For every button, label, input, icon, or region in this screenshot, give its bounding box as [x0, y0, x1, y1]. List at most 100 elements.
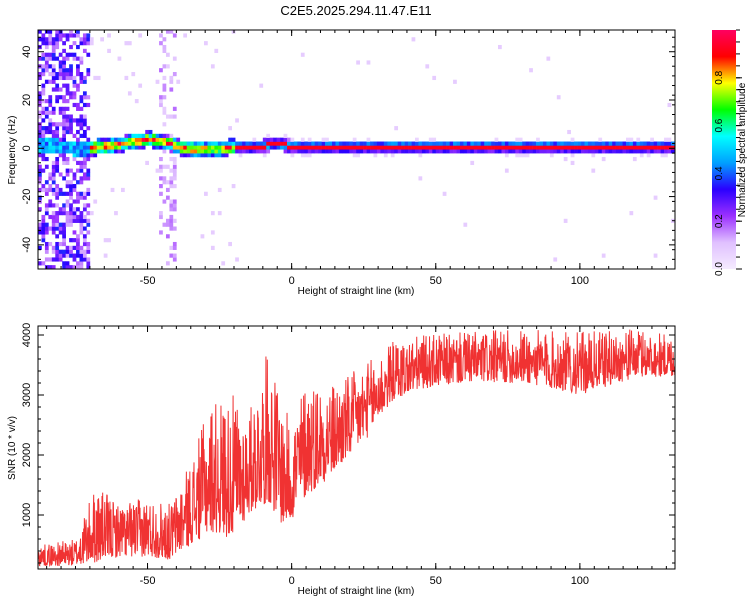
- spectrogram-cell: [501, 149, 506, 154]
- spectrogram-cell: [41, 87, 46, 92]
- spectrogram-cell: [44, 129, 49, 135]
- spectrogram-cell: [646, 149, 651, 154]
- spectrogram-cell: [204, 149, 208, 154]
- spectrogram-cell: [318, 149, 322, 154]
- spectrogram-cell: [304, 153, 309, 158]
- spectrogram-cell: [44, 110, 49, 115]
- spectrogram-cell: [62, 72, 66, 77]
- spectrogram-cell: [570, 149, 575, 154]
- spectrogram-cell: [459, 149, 464, 154]
- spectrogram-cell: [165, 222, 170, 227]
- spectrogram-cell: [214, 149, 219, 154]
- spectrogram-cell: [38, 149, 42, 154]
- spectrogram-cell: [145, 133, 149, 138]
- x-tick-label: 50: [430, 575, 442, 587]
- spectrogram-cell: [221, 145, 226, 150]
- spectrogram-cell: [41, 37, 46, 42]
- spectrogram-cell: [38, 126, 42, 131]
- spectrogram-x-ticks: -50 0 50 100: [46, 30, 667, 287]
- spectrogram-cell: [664, 149, 668, 154]
- spectrogram-cell: [62, 241, 66, 247]
- spectrogram-cell: [82, 48, 87, 53]
- spectrogram-cell: [41, 141, 46, 146]
- spectrogram-cell: [242, 141, 246, 146]
- spectrogram-cell: [162, 75, 167, 81]
- spectrogram-cell: [159, 211, 163, 216]
- spectrogram-cell: [601, 156, 606, 162]
- spectrogram-cell: [72, 149, 77, 154]
- spectrogram-cell: [79, 168, 84, 173]
- spectrogram-cell: [44, 106, 49, 111]
- spectrogram-cell: [204, 153, 208, 158]
- spectrogram-cell: [38, 133, 42, 138]
- spectrogram-cell: [311, 145, 316, 150]
- spectrogram-cell: [383, 145, 388, 150]
- spectrogram-cell: [72, 141, 77, 146]
- spectrogram-cell: [72, 187, 77, 193]
- spectrogram-cell: [55, 241, 60, 247]
- spectrogram-cell: [145, 160, 149, 166]
- spectrogram-cell: [62, 226, 66, 231]
- spectrogram-cell: [518, 149, 523, 154]
- spectrogram-cell: [653, 195, 658, 200]
- spectrogram-cell: [131, 145, 136, 150]
- spectrogram-cell: [394, 145, 399, 150]
- spectrogram-cell: [65, 203, 70, 208]
- spectrogram-cell: [58, 75, 63, 81]
- spectrogram-cell: [546, 141, 551, 146]
- spectrogram-cell: [179, 141, 184, 146]
- spectrogram-cell: [100, 149, 105, 154]
- spectrogram-panel: -50 0 50 100 -40 -20 0 20 40 Height of straight…: [7, 29, 676, 297]
- spectrogram-cell: [131, 133, 136, 138]
- spectrogram-cell: [525, 145, 530, 150]
- spectrogram-cell: [86, 95, 91, 100]
- spectrogram-cell: [657, 149, 661, 154]
- spectrogram-cell: [629, 137, 634, 142]
- spectrogram-cell: [51, 222, 56, 227]
- spectrogram-cell: [653, 253, 658, 258]
- spectrogram-cell: [342, 145, 347, 150]
- spectrogram-cell: [86, 102, 91, 108]
- spectrogram-cell: [58, 257, 63, 262]
- spectrogram-cell: [435, 145, 440, 150]
- spectrogram-cell: [612, 145, 616, 150]
- x-tick-label: -50: [140, 275, 156, 287]
- spectrogram-cell: [62, 145, 66, 150]
- y-tick-label: -20: [21, 189, 33, 205]
- spectrogram-cell: [162, 180, 167, 185]
- spectrogram-cell: [65, 118, 70, 123]
- spectrogram-cell: [41, 238, 46, 243]
- spectrogram-cell: [48, 203, 53, 208]
- spectrogram-cell: [622, 149, 627, 154]
- spectrogram-cell: [141, 133, 146, 138]
- spectrogram-cell: [79, 230, 84, 235]
- spectrogram-cell: [325, 145, 329, 150]
- spectrogram-cell: [65, 211, 70, 216]
- spectrogram-cell: [418, 149, 423, 154]
- spectrogram-cell: [380, 145, 385, 150]
- spectrogram-cell: [664, 145, 668, 150]
- spectrogram-cell: [62, 238, 66, 243]
- spectrogram-cell: [165, 52, 170, 57]
- spectrogram-cell: [82, 33, 87, 38]
- spectrogram-cell: [51, 160, 56, 166]
- spectrogram-cell: [280, 141, 284, 146]
- spectrogram-cell: [141, 141, 146, 146]
- spectrogram-cell: [228, 126, 232, 131]
- spectrogram-cell: [567, 141, 571, 146]
- spectrogram-cell: [79, 41, 84, 46]
- spectrogram-cell: [546, 56, 551, 61]
- spectrogram-cell: [307, 137, 312, 142]
- spectrogram-cell: [370, 141, 374, 146]
- spectrogram-cell: [366, 137, 371, 142]
- spectrogram-cell: [418, 141, 423, 146]
- spectrogram-cell: [529, 145, 533, 150]
- spectrogram-cell: [162, 176, 167, 181]
- chart-title: C2E5.2025.294.11.47.E11: [280, 3, 431, 18]
- spectrogram-cell: [44, 207, 49, 212]
- colorbar-tick-label: 0.4: [714, 166, 725, 180]
- spectrogram-cell: [41, 261, 46, 266]
- spectrogram-cell: [335, 145, 340, 150]
- spectrogram-cell: [82, 226, 87, 231]
- spectrogram-cell: [408, 145, 412, 150]
